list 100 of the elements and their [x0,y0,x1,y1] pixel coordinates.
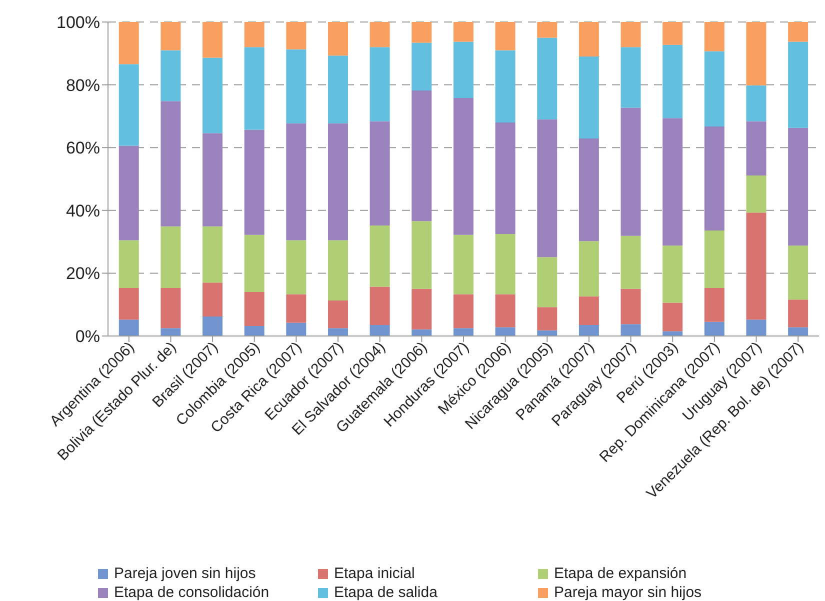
bar [286,294,306,323]
bar [578,56,599,138]
y-tick-label: 100% [56,13,100,32]
bar [788,246,808,300]
bar [370,121,390,226]
bar [704,230,724,288]
bar [370,225,390,287]
bar [537,307,558,330]
bar [160,50,181,102]
legend-label: Etapa de salida [334,584,438,601]
bar [202,226,223,283]
bar [620,236,641,289]
bar [453,22,474,42]
bar [453,294,474,328]
bar [704,51,724,127]
bar [495,327,516,336]
bar [244,292,264,326]
y-tick-label: 40% [66,201,100,220]
bar [495,122,516,234]
y-tick-label: 60% [66,138,100,158]
bar [662,22,683,45]
bar [704,22,724,52]
bar [412,90,432,222]
bar [662,118,683,246]
bar [788,327,808,336]
bar [704,126,724,230]
bar [370,22,390,48]
legend-label: Etapa de expansión [554,565,687,582]
y-tick-label: 20% [66,264,100,284]
bar [118,288,139,320]
bar [578,296,599,326]
bar [370,325,390,336]
bar [412,22,432,43]
bar [370,47,390,122]
bar [453,234,474,294]
bar [495,22,516,50]
bar [453,328,474,336]
bar [537,119,558,258]
legend-label: Etapa de consolidación [114,584,270,601]
bar [537,257,558,308]
bar [412,329,432,336]
y-tick-label: 80% [66,76,100,95]
bar [746,320,766,336]
y-tick-label: 0% [75,327,100,346]
bar [495,50,516,122]
bar [746,85,766,122]
bar [370,286,390,326]
bar [620,22,641,48]
bar [202,22,223,58]
bar [578,22,599,57]
bar [746,212,766,320]
bar [328,328,348,336]
bar [328,300,348,328]
bar [328,240,348,301]
bar [244,47,264,130]
bar [160,288,181,328]
bar [160,328,181,336]
legend-label: Pareja mayor sin hijos [554,584,702,601]
bar [578,241,599,296]
bar [118,320,139,336]
bar [537,38,558,120]
bar [746,22,766,86]
bar [286,240,306,294]
bar [788,128,808,246]
bar [286,322,306,336]
bar [704,322,724,336]
bar [160,101,181,226]
bar [495,234,516,294]
bar [537,22,558,38]
bar [788,42,808,128]
bar [788,300,808,328]
bar [620,108,641,236]
bar [746,176,766,213]
bar [286,49,306,124]
legend-label: Pareja joven sin hijos [114,565,256,582]
bar [202,316,223,336]
bar [244,326,264,336]
legend-label: Etapa inicial [334,565,415,582]
bar [202,282,223,317]
bar [662,44,683,118]
bar [412,42,432,90]
bar [412,288,432,330]
bar [620,288,641,324]
bar [620,324,641,336]
bar [160,226,181,288]
bar [160,22,181,50]
bar [286,22,306,50]
bar [328,123,348,240]
bar [244,130,264,235]
bar [328,22,348,56]
bar [244,22,264,48]
bar [746,121,766,176]
bar [118,22,139,64]
bar [704,288,724,322]
bar [620,47,641,108]
bar [202,133,223,226]
bar [412,221,432,289]
bar [578,138,599,242]
bar [118,146,139,240]
bar [578,325,599,336]
